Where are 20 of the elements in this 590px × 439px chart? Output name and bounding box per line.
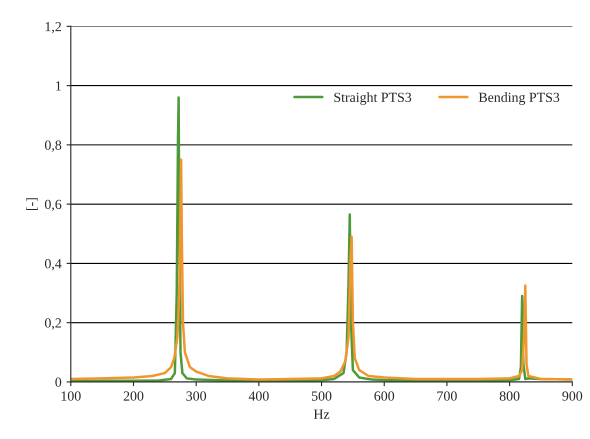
x-tick-label: 500 xyxy=(312,391,332,401)
x-axis-title: Hz xyxy=(314,410,330,419)
legend-label: Bending PTS3 xyxy=(478,92,560,105)
y-tick-label: 1,2 xyxy=(46,22,62,34)
y-tick-label: 1 xyxy=(56,81,61,90)
y-tick-label: 0,6 xyxy=(44,200,62,212)
x-tick-label: 200 xyxy=(124,391,144,401)
y-tick-label: 0,4 xyxy=(44,258,62,270)
x-tick-label: 600 xyxy=(374,391,394,401)
y-axis-title: [-] xyxy=(26,198,38,210)
x-tick-label: 700 xyxy=(437,391,457,401)
x-tick-label: 100 xyxy=(62,391,81,401)
x-tick-label: 300 xyxy=(186,391,206,401)
y-tick-label: 0,2 xyxy=(44,318,62,330)
y-tick-label: 0 xyxy=(55,378,62,387)
x-tick-label: 800 xyxy=(500,391,520,401)
x-tick-label: 900 xyxy=(562,391,582,401)
x-tick-label: 400 xyxy=(248,391,269,401)
legend-label: Straight PTS3 xyxy=(334,92,412,105)
y-tick-label: 0,8 xyxy=(44,140,62,152)
